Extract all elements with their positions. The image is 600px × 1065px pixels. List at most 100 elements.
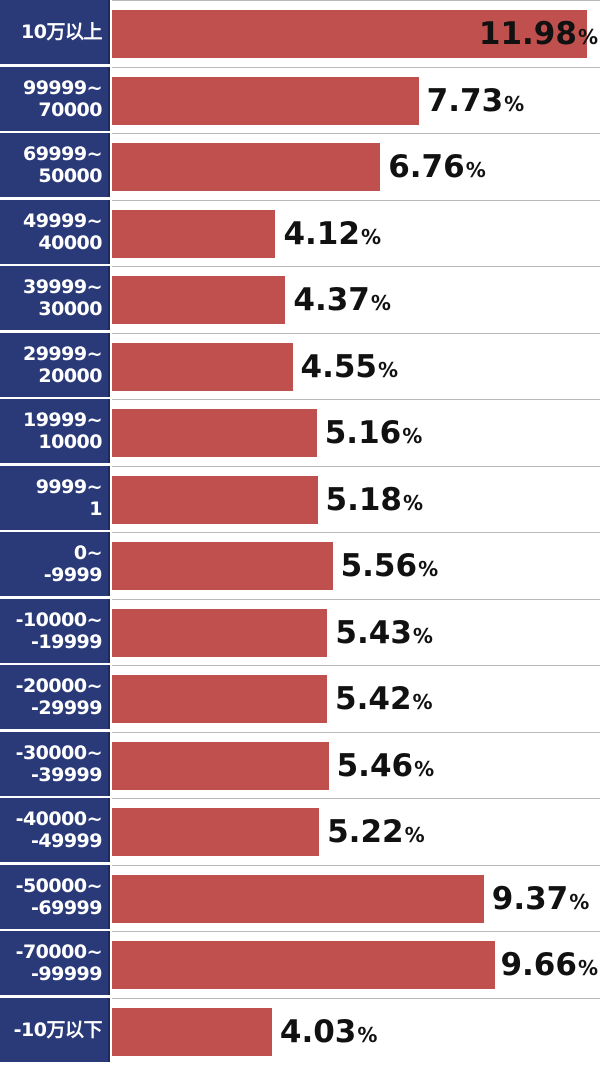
row-divider [112, 532, 600, 533]
value-label: 5.22% [327, 808, 425, 856]
value-unit: % [414, 757, 435, 781]
value-label: 4.03% [280, 1008, 378, 1056]
value-unit: % [357, 1023, 378, 1047]
bar-row: 9999~ 1 5.18% [0, 466, 600, 532]
bar-row: 39999~ 30000 4.37% [0, 266, 600, 332]
bar [112, 542, 333, 590]
value-unit: % [412, 624, 433, 648]
category-label-line: 69999~ [22, 143, 103, 165]
value-number: 4.37 [293, 282, 370, 318]
bar-row: -20000~ -29999 5.42% [0, 665, 600, 731]
bar-row: 49999~ 40000 4.12% [0, 200, 600, 266]
category-label: 29999~ 20000 [0, 333, 110, 397]
value-number: 6.76 [388, 149, 465, 185]
value-number: 5.18 [325, 482, 403, 518]
value-label: 4.37% [293, 276, 391, 324]
category-label: -10万以下 [0, 998, 110, 1062]
bar [112, 276, 286, 324]
category-label: -10000~ -19999 [0, 599, 110, 663]
row-divider [112, 865, 600, 866]
category-label-line: 10000 [38, 431, 102, 453]
bar [112, 10, 588, 58]
bar [112, 77, 419, 125]
bar [112, 742, 329, 790]
category-label: -50000~ -69999 [0, 865, 110, 929]
value-unit: % [577, 25, 598, 49]
row-divider [112, 732, 600, 733]
row-divider [112, 0, 600, 1]
category-label-line: 30000 [38, 298, 102, 320]
bar [112, 343, 293, 391]
bar [112, 609, 328, 657]
value-label: 7.73% [427, 77, 525, 125]
value-unit: % [418, 557, 439, 581]
value-number: 4.03 [279, 1014, 357, 1050]
bar-row: 69999~ 50000 6.76% [0, 133, 600, 199]
bar-row: 29999~ 20000 4.55% [0, 333, 600, 399]
value-unit: % [504, 92, 525, 116]
value-unit: % [370, 291, 391, 315]
category-label: 0~ -9999 [0, 532, 110, 596]
value-number: 9.37 [491, 881, 569, 917]
category-label-line: 9999~ [35, 476, 103, 498]
category-label: 99999~ 70000 [0, 67, 110, 131]
category-label-line: -9999 [43, 564, 103, 586]
bar-row: 19999~ 10000 5.16% [0, 399, 600, 465]
category-label-line: 19999~ [22, 409, 103, 431]
category-label-line: 40000 [38, 232, 102, 254]
bar-row: -10000~ -19999 5.43% [0, 599, 600, 665]
value-label: 4.12% [283, 210, 381, 258]
category-label: -40000~ -49999 [0, 798, 110, 862]
row-divider [112, 998, 600, 999]
value-number: 5.22 [327, 814, 404, 850]
category-label-line: -10万以下 [13, 1019, 103, 1041]
value-unit: % [360, 225, 381, 249]
value-unit: % [378, 358, 399, 382]
value-label: 5.43% [335, 609, 433, 657]
row-divider [112, 200, 600, 201]
row-divider [112, 599, 600, 600]
category-label: -70000~ -99999 [0, 931, 110, 995]
category-label-line: -29999 [31, 697, 103, 719]
value-unit: % [403, 491, 424, 515]
category-label: 49999~ 40000 [0, 200, 110, 264]
category-label-line: 0~ [73, 542, 103, 564]
value-label: 4.55% [301, 343, 399, 391]
row-divider [112, 798, 600, 799]
category-label-line: -20000~ [15, 675, 103, 697]
value-label: 5.46% [337, 742, 435, 790]
value-unit: % [402, 424, 423, 448]
category-label-line: -50000~ [15, 875, 103, 897]
bar [112, 409, 317, 457]
category-label-line: 10万以上 [21, 21, 102, 43]
bar-row: 99999~ 70000 7.73% [0, 67, 600, 133]
category-label: -20000~ -29999 [0, 665, 110, 729]
bar [112, 875, 484, 923]
value-unit: % [465, 158, 486, 182]
row-divider [112, 266, 600, 267]
value-number: 5.56 [340, 548, 418, 584]
category-label-line: -30000~ [15, 742, 103, 764]
bar-row: 10万以上 11.98% [0, 0, 600, 66]
bar-row: -50000~ -69999 9.37% [0, 865, 600, 931]
value-number: 11.98 [478, 16, 577, 52]
category-label: -30000~ -39999 [0, 732, 110, 796]
bar-row: -30000~ -39999 5.46% [0, 732, 600, 798]
value-label: 9.66% [500, 941, 598, 989]
category-label-line: -39999 [31, 764, 103, 786]
value-number: 5.43 [335, 615, 412, 651]
bar [112, 675, 328, 723]
value-number: 4.55 [300, 349, 378, 385]
value-label: 5.56% [341, 542, 439, 590]
row-divider [112, 931, 600, 932]
bar [112, 1008, 272, 1056]
row-divider [112, 399, 600, 400]
category-label-line: -10000~ [15, 609, 103, 631]
category-label-line: -19999 [31, 631, 103, 653]
row-divider [112, 67, 600, 68]
value-label: 9.37% [492, 875, 590, 923]
value-label: 5.18% [326, 476, 424, 524]
category-label: 10万以上 [0, 0, 110, 64]
category-label-line: 39999~ [22, 276, 103, 298]
